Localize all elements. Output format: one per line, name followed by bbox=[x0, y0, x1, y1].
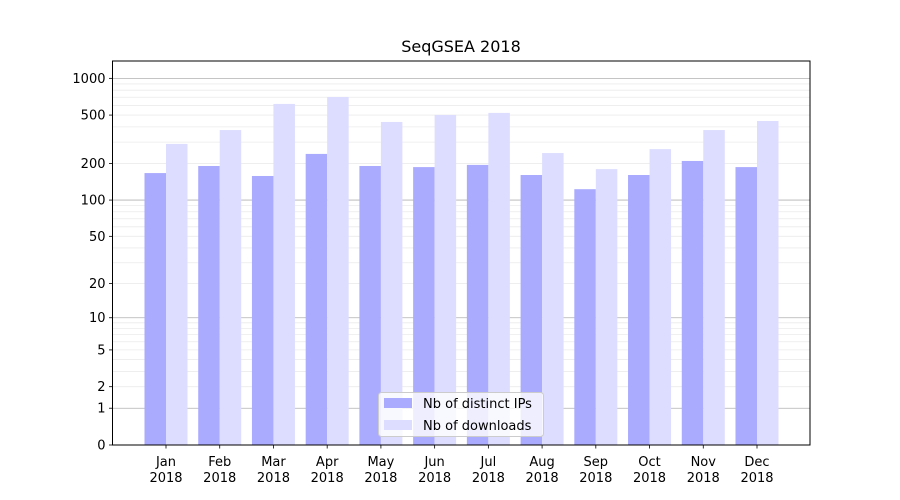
legend-swatch-ips bbox=[384, 398, 412, 408]
y-tick-label: 0 bbox=[97, 439, 105, 454]
x-tick-label-month: May bbox=[367, 455, 394, 470]
legend-label-ips: Nb of distinct IPs bbox=[423, 397, 532, 412]
y-tick-label: 500 bbox=[81, 109, 106, 124]
x-axis: Jan2018Feb2018Mar2018Apr2018May2018Jun20… bbox=[149, 445, 774, 486]
x-tick-label-month: Jun bbox=[423, 455, 444, 470]
bar-downloads-may bbox=[380, 121, 403, 445]
bar-distinct-ips-apr bbox=[305, 153, 328, 445]
legend-label-downloads: Nb of downloads bbox=[423, 419, 532, 434]
y-tick-label: 2 bbox=[97, 380, 105, 395]
x-tick-label-month: Oct bbox=[638, 455, 660, 470]
bar-distinct-ips-jun bbox=[413, 167, 435, 446]
x-tick-label-year: 2018 bbox=[311, 471, 344, 486]
y-tick-label: 1000 bbox=[72, 72, 105, 87]
x-tick-label-year: 2018 bbox=[257, 471, 290, 486]
x-tick-label-year: 2018 bbox=[687, 471, 720, 486]
x-tick-label-month: Dec bbox=[744, 455, 769, 470]
y-tick-label: 10 bbox=[89, 311, 106, 326]
bar-downloads-jul bbox=[488, 112, 510, 445]
x-tick-label-year: 2018 bbox=[364, 471, 397, 486]
legend-box bbox=[378, 392, 544, 437]
bar-downloads-jan bbox=[166, 143, 188, 445]
bar-downloads-apr bbox=[327, 96, 349, 445]
x-tick-label-month: Apr bbox=[316, 455, 339, 470]
bar-downloads-mar bbox=[273, 103, 295, 445]
bar-distinct-ips-aug bbox=[520, 174, 543, 446]
bar-distinct-ips-jul bbox=[466, 164, 489, 446]
x-tick-label-year: 2018 bbox=[740, 471, 773, 486]
y-tick-label: 200 bbox=[81, 157, 106, 172]
x-tick-label-year: 2018 bbox=[149, 471, 182, 486]
x-tick-label-year: 2018 bbox=[472, 471, 505, 486]
bar-distinct-ips-oct bbox=[628, 174, 650, 446]
bar-downloads-aug bbox=[542, 153, 564, 446]
x-tick-label-month: Jul bbox=[480, 455, 497, 470]
x-tick-label-year: 2018 bbox=[418, 471, 451, 486]
bar-distinct-ips-mar bbox=[251, 175, 274, 446]
y-tick-label: 50 bbox=[89, 230, 106, 245]
legend-swatch-downloads bbox=[384, 420, 412, 430]
x-tick-label-year: 2018 bbox=[579, 471, 612, 486]
x-tick-label-month: Feb bbox=[208, 455, 231, 470]
y-tick-label: 20 bbox=[89, 277, 106, 292]
bar-distinct-ips-sep bbox=[574, 189, 596, 445]
bar-distinct-ips-may bbox=[359, 165, 381, 445]
bar-downloads-feb bbox=[219, 130, 242, 445]
x-tick-label-year: 2018 bbox=[526, 471, 559, 486]
axes-frame bbox=[112, 60, 811, 446]
bar-downloads-sep bbox=[595, 169, 618, 445]
y-tick-label: 5 bbox=[97, 343, 105, 358]
legend: Nb of distinct IPs Nb of downloads bbox=[378, 392, 544, 437]
x-tick-label-month: Jan bbox=[155, 455, 176, 470]
bar-downloads-jun bbox=[434, 114, 457, 446]
bar-distinct-ips-nov bbox=[681, 160, 704, 445]
bar-downloads-dec bbox=[757, 121, 779, 445]
x-tick-label-month: Mar bbox=[261, 455, 286, 470]
bar-downloads-nov bbox=[703, 130, 725, 445]
x-tick-label-month: Aug bbox=[529, 455, 554, 470]
chart-title: SeqGSEA 2018 bbox=[401, 37, 521, 56]
x-tick-label-year: 2018 bbox=[633, 471, 666, 486]
x-tick-label-month: Nov bbox=[691, 455, 717, 470]
bars-group bbox=[144, 96, 779, 446]
bar-distinct-ips-feb bbox=[198, 165, 220, 445]
bar-distinct-ips-jan bbox=[144, 173, 166, 445]
y-axis: 0 1 2 5 10 20 50 100 200 500 1000 bbox=[72, 72, 113, 454]
bar-downloads-oct bbox=[649, 149, 672, 445]
x-tick-label-year: 2018 bbox=[203, 471, 236, 486]
y-tick-label: 1 bbox=[97, 402, 105, 417]
x-tick-label-month: Sep bbox=[584, 455, 609, 470]
bar-distinct-ips-dec bbox=[735, 167, 757, 446]
y-tick-label: 100 bbox=[81, 194, 106, 209]
